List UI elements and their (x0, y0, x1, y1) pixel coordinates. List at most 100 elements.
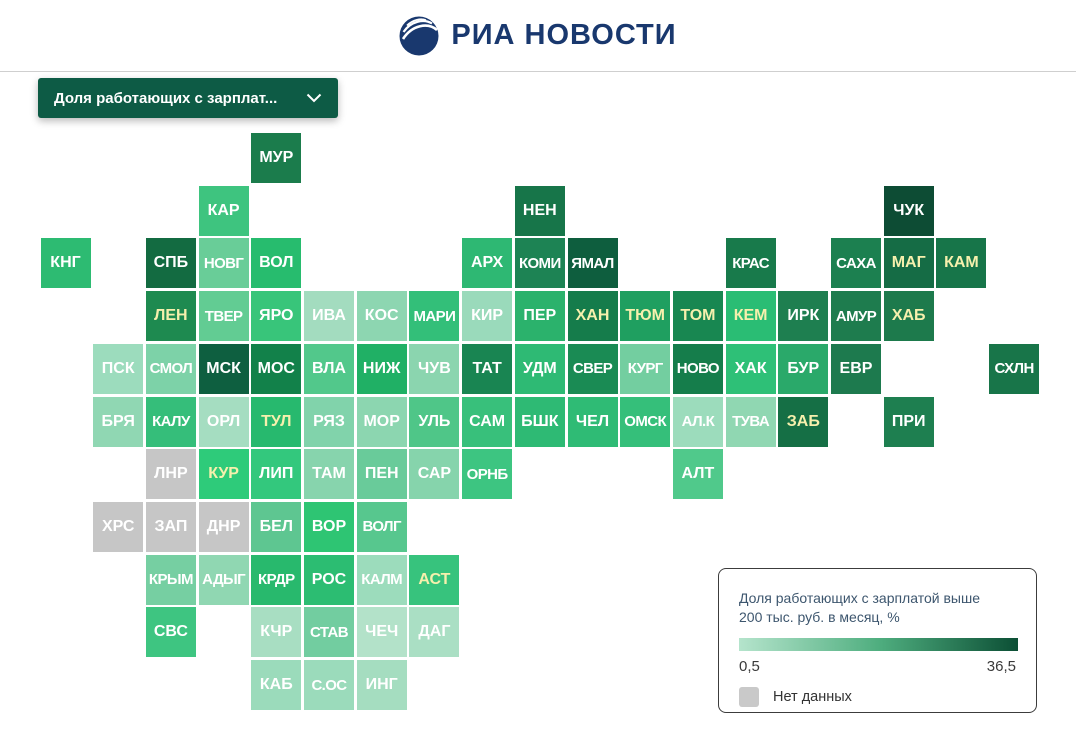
legend-no-data-row: Нет данных (739, 686, 1016, 707)
region-tile[interactable]: ТОМ (672, 291, 723, 342)
region-tile[interactable]: МАРИ (409, 291, 460, 342)
region-tile[interactable]: ТЮМ (620, 291, 671, 342)
region-tile[interactable]: МОС (251, 343, 302, 394)
region-tile[interactable]: ПЕР (514, 291, 565, 342)
region-tile[interactable]: ЕВР (831, 343, 881, 394)
region-tile[interactable]: БЕЛ (251, 501, 302, 552)
region-tile[interactable]: КУРГ (620, 343, 671, 394)
region-tile[interactable]: СТАВ (304, 607, 354, 658)
region-tile[interactable]: МСК (198, 343, 249, 394)
region-tile[interactable]: СПБ (145, 238, 196, 289)
region-tile[interactable]: СХЛН (989, 343, 1040, 394)
region-tile[interactable]: САХА (831, 238, 881, 289)
region-tile[interactable]: С.ОС (304, 660, 354, 710)
region-tile[interactable]: ЗАБ (778, 396, 829, 447)
region-tile[interactable]: ЧЕЛ (567, 396, 618, 447)
region-tile[interactable]: ОРНБ (462, 449, 513, 500)
region-tile[interactable]: ЯМАЛ (567, 238, 618, 289)
region-tile[interactable]: БШК (514, 396, 565, 447)
region-tile[interactable]: ИНГ (356, 660, 407, 710)
region-tile[interactable]: АМУР (831, 291, 881, 342)
region-tile[interactable]: КНГ (40, 238, 91, 289)
region-tile[interactable]: КРАС (725, 238, 776, 289)
region-tile[interactable]: ЛИП (251, 449, 302, 500)
no-data-swatch (739, 686, 759, 707)
region-tile[interactable]: ДАГ (409, 607, 460, 658)
region-tile[interactable]: МОР (356, 396, 407, 447)
region-tile[interactable]: ИВА (304, 291, 354, 342)
region-tile[interactable]: ИРК (778, 291, 829, 342)
region-tile[interactable]: ЧЕЧ (356, 607, 407, 658)
legend-range: 0,5 36,5 (739, 658, 1016, 675)
region-tile[interactable]: УДМ (514, 343, 565, 394)
region-tile[interactable]: ЗАП (145, 501, 196, 552)
region-tile[interactable]: САМ (462, 396, 513, 447)
region-tile[interactable]: ТАТ (462, 343, 513, 394)
region-tile[interactable]: ПСК (93, 343, 144, 394)
region-tile[interactable]: АЛТ (672, 449, 723, 500)
region-tile[interactable]: ХАБ (883, 291, 934, 342)
region-tile[interactable]: МУР (251, 133, 302, 183)
region-tile[interactable]: БУР (778, 343, 829, 394)
region-tile[interactable]: ХАН (567, 291, 618, 342)
region-tile[interactable]: АЛ.К (672, 396, 723, 447)
ria-globe-icon (399, 16, 439, 56)
region-tile[interactable]: ХАК (725, 343, 776, 394)
region-tile[interactable]: ТУВА (725, 396, 776, 447)
region-tile[interactable]: СМОЛ (145, 343, 196, 394)
legend-panel: Доля работающих с зарплатой выше 200 тыс… (718, 568, 1037, 713)
region-tile[interactable]: ТАМ (304, 449, 354, 500)
region-tile[interactable]: ЛЕН (145, 291, 196, 342)
region-tile[interactable]: КАМ (936, 238, 987, 289)
no-data-label: Нет данных (773, 688, 852, 705)
region-tile[interactable]: АСТ (409, 554, 460, 605)
region-tile[interactable]: КАР (198, 185, 249, 236)
region-tile[interactable]: КОМИ (514, 238, 565, 289)
region-tile[interactable]: ОМСК (620, 396, 671, 447)
region-tile[interactable]: БРЯ (93, 396, 144, 447)
region-tile[interactable]: КЧР (251, 607, 302, 658)
region-tile[interactable]: КАБ (251, 660, 302, 710)
region-tile[interactable]: ЧУК (883, 185, 934, 236)
region-tile[interactable]: УЛЬ (409, 396, 460, 447)
region-tile[interactable]: ПРИ (883, 396, 934, 447)
region-tile[interactable]: КРДР (251, 554, 302, 605)
legend-max-value: 36,5 (986, 657, 1016, 675)
region-tile[interactable]: ВОР (304, 501, 354, 552)
region-tile[interactable]: АДЫГ (198, 554, 249, 605)
region-tile[interactable]: ВОЛГ (356, 501, 407, 552)
region-tile[interactable]: КАЛМ (356, 554, 407, 605)
region-tile[interactable]: КИР (462, 291, 513, 342)
region-tile[interactable]: КЕМ (725, 291, 776, 342)
region-tile[interactable]: ТВЕР (198, 291, 249, 342)
region-tile[interactable]: КАЛУ (145, 396, 196, 447)
region-tile[interactable]: КРЫМ (145, 554, 196, 605)
region-tile[interactable]: РОС (304, 554, 354, 605)
region-tile[interactable]: РЯЗ (304, 396, 354, 447)
region-tile[interactable]: ПЕН (356, 449, 407, 500)
region-tile[interactable]: КОС (356, 291, 407, 342)
region-tile[interactable]: ВОЛ (251, 238, 302, 289)
chevron-down-icon (306, 93, 322, 103)
region-tile[interactable]: СВС (145, 607, 196, 658)
region-tile[interactable]: ЯРО (251, 291, 302, 342)
region-tile[interactable]: ВЛА (304, 343, 354, 394)
region-tile[interactable]: ТУЛ (251, 396, 302, 447)
region-tile[interactable]: НОВГ (198, 238, 249, 289)
indicator-dropdown-label: Доля работающих с зарплат... (54, 89, 278, 107)
region-tile[interactable]: НОВО (672, 343, 723, 394)
region-tile[interactable]: ХРС (93, 501, 144, 552)
region-tile[interactable]: ОРЛ (198, 396, 249, 447)
region-tile[interactable]: КУР (198, 449, 249, 500)
region-tile[interactable]: НИЖ (356, 343, 407, 394)
indicator-dropdown[interactable]: Доля работающих с зарплат... (38, 78, 338, 118)
region-tile[interactable]: ЧУВ (409, 343, 460, 394)
region-tile[interactable]: АРХ (462, 238, 513, 289)
region-tile[interactable]: САР (409, 449, 460, 500)
region-tile[interactable]: ЛНР (145, 449, 196, 500)
region-tile[interactable]: НЕН (514, 185, 565, 236)
region-tile[interactable]: СВЕР (567, 343, 618, 394)
region-tile[interactable]: ДНР (198, 501, 249, 552)
region-tile[interactable]: МАГ (883, 238, 934, 289)
